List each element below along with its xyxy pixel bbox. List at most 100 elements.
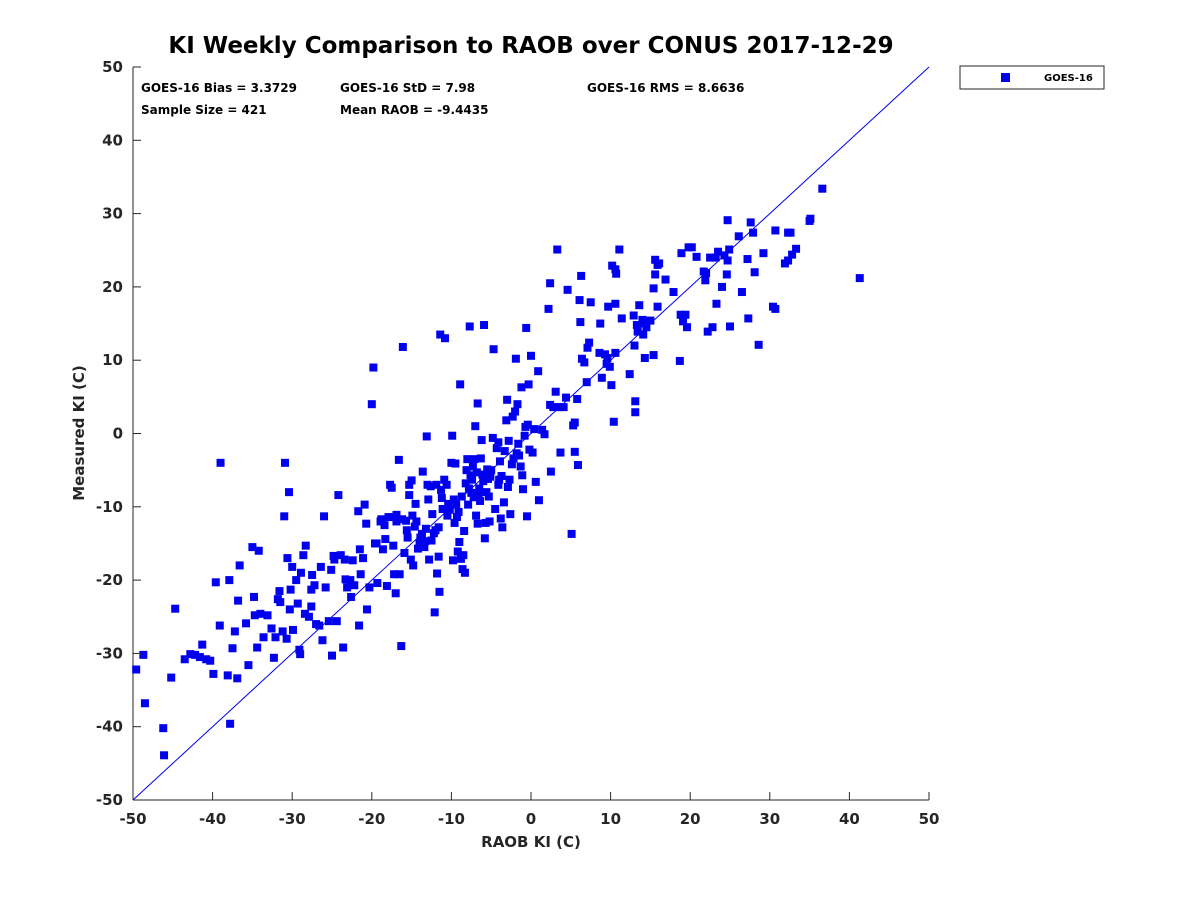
data-point: [538, 425, 547, 434]
data-point: [373, 579, 382, 588]
data-point: [460, 526, 469, 535]
data-point: [209, 669, 218, 678]
data-point: [378, 545, 387, 554]
y-tick-label: 40: [102, 131, 123, 149]
data-point: [786, 228, 795, 237]
y-tick-label: 30: [102, 205, 123, 223]
data-point: [160, 751, 169, 760]
data-point: [140, 699, 149, 708]
data-point: [633, 327, 642, 336]
data-point: [476, 454, 485, 463]
stat-mean-raob: Mean RAOB = -9.4435: [340, 103, 488, 117]
data-point: [554, 403, 563, 412]
x-tick-label: -40: [199, 810, 226, 828]
data-point: [449, 495, 458, 504]
data-point: [675, 356, 684, 365]
data-point: [492, 444, 501, 453]
data-point: [390, 570, 399, 579]
data-point: [299, 551, 308, 560]
data-point: [759, 249, 768, 258]
data-point: [575, 296, 584, 305]
data-point: [304, 612, 313, 621]
y-tick-label: -20: [96, 571, 123, 589]
data-point: [468, 475, 477, 484]
data-point: [310, 581, 319, 590]
data-point: [771, 226, 780, 235]
data-point: [508, 412, 517, 421]
data-point: [355, 621, 364, 630]
data-point: [244, 661, 253, 670]
data-point: [285, 488, 294, 497]
data-point: [424, 495, 433, 504]
data-point: [661, 275, 670, 284]
data-point: [475, 484, 484, 493]
data-point: [472, 511, 481, 520]
y-tick-label: 20: [102, 278, 123, 296]
data-point: [497, 472, 506, 481]
data-point: [412, 517, 421, 526]
data-point: [714, 247, 723, 256]
data-point: [499, 498, 508, 507]
data-point: [267, 624, 276, 633]
stat-sample-size: Sample Size = 421: [141, 103, 267, 117]
x-tick-label: 20: [680, 810, 701, 828]
data-point: [611, 265, 620, 274]
data-point: [340, 555, 349, 564]
data-point: [784, 256, 793, 265]
data-point: [394, 455, 403, 464]
y-tick-label: -50: [96, 791, 123, 809]
data-point: [482, 488, 491, 497]
data-point: [534, 367, 543, 376]
data-point: [549, 403, 558, 412]
data-point: [630, 341, 639, 350]
data-point: [553, 245, 562, 254]
legend: GOES-16: [959, 65, 1105, 90]
data-point: [460, 568, 469, 577]
data-point: [625, 370, 634, 379]
data-point: [520, 431, 529, 440]
data-point: [473, 519, 482, 528]
data-point: [792, 244, 801, 253]
x-tick-label: 0: [526, 810, 536, 828]
data-point: [472, 468, 481, 477]
data-point: [402, 516, 411, 525]
data-point: [486, 472, 495, 481]
data-point: [256, 609, 265, 618]
data-point: [328, 651, 336, 660]
data-point: [434, 523, 443, 532]
data-point: [544, 304, 553, 313]
data-point: [234, 596, 243, 605]
chart-title: KI Weekly Comparison to RAOB over CONUS …: [168, 33, 893, 59]
data-point: [327, 565, 336, 574]
data-point: [455, 537, 464, 546]
data-point: [516, 462, 525, 471]
data-point: [180, 655, 189, 664]
data-point: [230, 627, 239, 636]
data-point: [406, 555, 415, 564]
data-point: [442, 480, 451, 489]
data-point: [343, 583, 352, 592]
data-point: [509, 454, 518, 463]
data-point: [551, 387, 560, 396]
data-point: [488, 433, 497, 442]
data-point: [712, 299, 721, 308]
data-point: [398, 343, 407, 352]
data-point: [464, 500, 473, 509]
data-point: [445, 505, 454, 514]
data-point: [417, 529, 426, 538]
data-point: [487, 466, 496, 475]
data-point: [706, 253, 715, 262]
data-point: [285, 605, 294, 614]
data-point: [604, 302, 613, 311]
data-point: [437, 494, 446, 503]
data-point: [506, 510, 515, 519]
data-point: [301, 541, 310, 550]
data-point: [346, 576, 355, 585]
data-point: [527, 351, 535, 360]
data-point: [528, 448, 537, 457]
x-tick-label: 50: [919, 810, 940, 828]
data-point: [726, 322, 734, 331]
data-point: [744, 314, 753, 323]
data-point: [469, 493, 478, 502]
